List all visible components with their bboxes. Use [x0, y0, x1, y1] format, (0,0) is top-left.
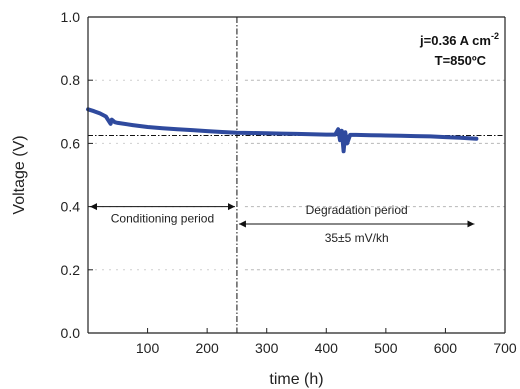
y-tick-label-0.8: 0.8	[61, 72, 81, 88]
axes	[87, 16, 506, 334]
y-tick-label-1: 1.0	[61, 9, 81, 25]
period-arrows	[90, 203, 475, 228]
series-layer	[86, 107, 479, 154]
y-tick-label-0.6: 0.6	[61, 135, 81, 151]
current-density-exponent: -2	[491, 31, 499, 41]
x-tick-label-300: 300	[255, 340, 279, 356]
temperature-annotation: T=850ºC	[435, 53, 487, 68]
x-tick-label-600: 600	[434, 340, 458, 356]
ticks: 0.0 0.2 0.4 0.6 0.8 1.0 100 200 300 400 500 600 700	[61, 9, 517, 356]
current-density-annotation: j=0.36 A cm-2	[419, 31, 499, 48]
degradation-rate-label: 35±5 mV/kh	[325, 231, 389, 245]
series-line-0	[86, 107, 479, 154]
x-tick-label-700: 700	[493, 340, 517, 356]
x-tick-label-100: 100	[136, 340, 160, 356]
x-tick-label-400: 400	[315, 340, 339, 356]
degradation-period-label: Degradation period	[306, 203, 408, 217]
gridlines	[88, 79, 505, 271]
conditioning-period-label: Conditioning period	[111, 212, 214, 226]
y-tick-label-0.2: 0.2	[61, 262, 81, 278]
y-tick-label-0.4: 0.4	[61, 199, 81, 215]
x-tick-label-200: 200	[195, 340, 219, 356]
x-tick-label-500: 500	[374, 340, 398, 356]
y-tick-label-0: 0.0	[61, 325, 81, 341]
x-axis-label: time (h)	[269, 371, 323, 388]
current-density-text: j=0.36 A cm	[419, 33, 491, 48]
y-axis-label: Voltage (V)	[11, 135, 28, 214]
